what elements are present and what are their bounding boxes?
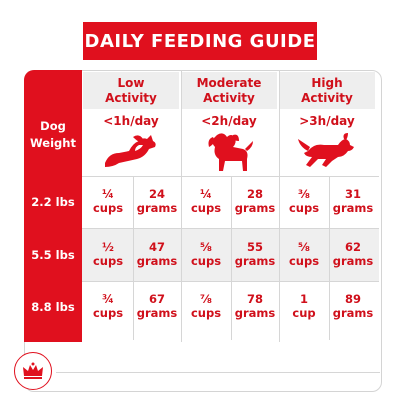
cell-divider xyxy=(231,176,232,340)
activity-header-high: High Activity xyxy=(279,72,375,109)
activity-header-low: Low Activity xyxy=(83,72,179,109)
grams-cell: 24 grams xyxy=(134,187,180,215)
dog-weight-header-line2: Weight xyxy=(30,136,76,150)
activity-header-moderate: Moderate Activity xyxy=(181,72,277,109)
cups-unit: cups xyxy=(288,254,320,268)
activity-time-high: >3h/day xyxy=(299,114,355,128)
activity-name: High xyxy=(311,75,343,90)
cups-unit: cups xyxy=(190,254,222,268)
column-divider xyxy=(279,70,280,342)
grams-unit: grams xyxy=(136,201,178,215)
cups-unit: cups xyxy=(190,201,222,215)
dog-weight-header-line1: Dog xyxy=(40,119,66,133)
row-divider xyxy=(82,176,379,177)
grams-unit: grams xyxy=(332,306,374,320)
cups-amount: ¼ xyxy=(102,187,114,201)
grams-cell: 67 grams xyxy=(134,292,180,320)
grams-amount: 78 xyxy=(246,292,263,306)
cups-cell: ¾ cups xyxy=(84,292,132,320)
royal-canin-crown-logo xyxy=(14,352,52,390)
crown-icon xyxy=(23,362,43,379)
cups-amount: ¼ xyxy=(200,187,212,201)
dog-running-icon xyxy=(279,127,375,175)
cups-unit: cups xyxy=(92,254,124,268)
weight-column-band xyxy=(24,70,82,342)
grams-amount: 31 xyxy=(344,187,361,201)
weight-label-8-8: 8.8 lbs xyxy=(31,300,75,314)
grams-unit: grams xyxy=(136,254,178,268)
cell-divider xyxy=(133,176,134,340)
dog-standing-icon xyxy=(181,127,277,175)
cups-amount: 1 xyxy=(299,292,308,306)
grams-unit: grams xyxy=(234,306,276,320)
grams-cell: 55 grams xyxy=(232,240,278,268)
activity-name: Activity xyxy=(105,90,157,105)
cups-cell: ⅝ cups xyxy=(182,240,230,268)
grams-cell: 31 grams xyxy=(330,187,376,215)
cups-unit: cups xyxy=(190,306,222,320)
grams-unit: grams xyxy=(332,254,374,268)
grams-unit: grams xyxy=(234,254,276,268)
cups-amount: ½ xyxy=(102,240,114,254)
cups-cell: ¼ cups xyxy=(84,187,132,215)
row-divider xyxy=(82,281,379,282)
dog-lying-icon xyxy=(83,127,179,175)
grams-amount: 67 xyxy=(148,292,165,306)
grams-unit: grams xyxy=(332,201,374,215)
grams-cell: 47 grams xyxy=(134,240,180,268)
cups-cell: ¼ cups xyxy=(182,187,230,215)
page-title: DAILY FEEDING GUIDE xyxy=(83,22,317,60)
weight-label-2-2: 2.2 lbs xyxy=(31,195,75,209)
grams-amount: 62 xyxy=(344,240,361,254)
cups-cell: ½ cups xyxy=(84,240,132,268)
activity-name: Activity xyxy=(301,90,353,105)
column-divider xyxy=(181,70,182,342)
cell-divider xyxy=(329,176,330,340)
cups-amount: ⅝ xyxy=(200,240,212,254)
grams-cell: 28 grams xyxy=(232,187,278,215)
footer-divider xyxy=(56,372,380,373)
activity-time-moderate: <2h/day xyxy=(201,114,257,128)
activity-name: Low xyxy=(117,75,145,90)
cups-amount: ⅞ xyxy=(200,292,212,306)
cups-unit: cups xyxy=(92,306,124,320)
grams-amount: 55 xyxy=(246,240,263,254)
cups-cell: ⅝ cups xyxy=(280,240,328,268)
grams-amount: 28 xyxy=(246,187,263,201)
row-divider xyxy=(82,228,379,229)
dog-weight-header: Dog Weight xyxy=(24,118,82,152)
cups-unit: cup xyxy=(292,306,316,320)
cups-cell: ⅜ cups xyxy=(280,187,328,215)
activity-time-low: <1h/day xyxy=(103,114,159,128)
weight-label-5-5: 5.5 lbs xyxy=(31,248,75,262)
grams-unit: grams xyxy=(136,306,178,320)
grams-unit: grams xyxy=(234,201,276,215)
cups-amount: ⅜ xyxy=(298,187,310,201)
cups-unit: cups xyxy=(288,201,320,215)
cups-amount: ¾ xyxy=(102,292,114,306)
cups-unit: cups xyxy=(92,201,124,215)
cups-cell: 1 cup xyxy=(280,292,328,320)
grams-amount: 47 xyxy=(148,240,165,254)
cups-amount: ⅝ xyxy=(298,240,310,254)
grams-cell: 89 grams xyxy=(330,292,376,320)
grams-amount: 24 xyxy=(148,187,165,201)
activity-name: Moderate xyxy=(196,75,262,90)
grams-amount: 89 xyxy=(344,292,361,306)
cups-cell: ⅞ cups xyxy=(182,292,230,320)
grams-cell: 78 grams xyxy=(232,292,278,320)
grams-cell: 62 grams xyxy=(330,240,376,268)
activity-name: Activity xyxy=(203,90,255,105)
